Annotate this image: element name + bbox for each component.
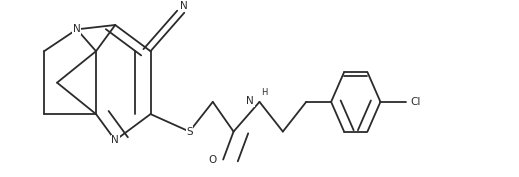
Text: N: N <box>247 96 254 106</box>
Text: N: N <box>73 24 80 34</box>
Text: O: O <box>209 155 217 165</box>
Text: Cl: Cl <box>410 97 420 107</box>
Text: S: S <box>186 127 193 137</box>
Text: N: N <box>112 135 119 145</box>
Text: H: H <box>262 88 268 97</box>
Text: N: N <box>181 1 188 11</box>
